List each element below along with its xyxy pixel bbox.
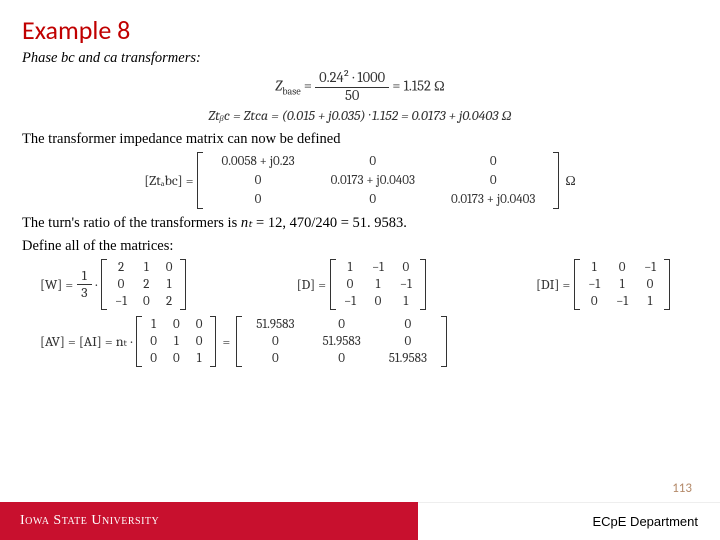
- matrix-identity: 100 010 001: [136, 316, 216, 367]
- equation-W: [W] = 13 · 210 021 −102: [40, 259, 186, 310]
- slide-subtitle: Phase bc and ca transformers:: [22, 50, 698, 67]
- department-name: ECpE Department: [592, 514, 698, 529]
- equation-AVAI: [AV] = [AI] = nₜ · 100 010 001 = 51.9583…: [40, 316, 698, 367]
- footer: Iowa State University ECpE Department: [0, 502, 720, 540]
- text-impedance-defined: The transformer impedance matrix can now…: [22, 131, 698, 148]
- slide-title: Example 8: [22, 14, 698, 46]
- footer-right: ECpE Department: [418, 502, 720, 540]
- equation-zbase: Zbase = 0.24² · 1000 50 = 1.152 Ω: [22, 71, 698, 103]
- matrix-DI: 10−1 −110 0−11: [574, 259, 670, 310]
- text-turns-ratio: The turn's ratio of the transformers is …: [22, 215, 698, 232]
- footer-left: Iowa State University: [0, 502, 418, 540]
- page-number: 113: [672, 481, 692, 496]
- matrix-AV-result: 51.958300 051.95830 0051.9583: [236, 316, 447, 367]
- university-logo-text: Iowa State University: [20, 513, 159, 529]
- slide: Example 8 Phase bc and ca transformers: …: [0, 0, 720, 540]
- matrix-ztabc: 0.0058 + j0.2300 00.0173 + j0.04030 000.…: [197, 152, 559, 209]
- equation-D: [D] = 1−10 01−1 −101: [297, 259, 426, 310]
- matrix-W: 210 021 −102: [101, 259, 186, 310]
- matrices-row-1: [W] = 13 · 210 021 −102 [D] = 1−10 01−1 …: [40, 259, 670, 310]
- text-define-matrices: Define all of the matrices:: [22, 238, 698, 255]
- matrix-D: 1−10 01−1 −101: [330, 259, 426, 310]
- equation-ztbc: Ztᵦc = Ztca = (0.015 + j0.035) · 1.152 =…: [22, 107, 698, 125]
- equation-ztabc: [Ztₐbc] = 0.0058 + j0.2300 00.0173 + j0.…: [22, 152, 698, 209]
- equation-DI: [DI] = 10−1 −110 0−11: [536, 259, 670, 310]
